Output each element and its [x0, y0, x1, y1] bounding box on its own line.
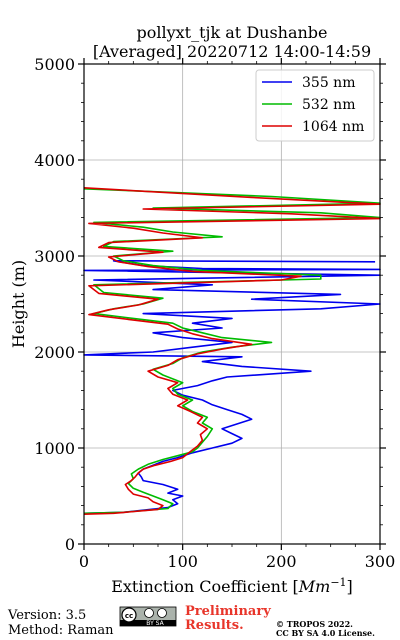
chart-subtitle: [Averaged] 20220712 14:00-14:59 — [93, 42, 371, 61]
y-tick-label-3: 3000 — [34, 247, 75, 266]
y-tick-label-5: 5000 — [34, 55, 75, 74]
axis-ticks — [78, 58, 386, 550]
legend-label-1064: 1064 nm — [302, 119, 364, 135]
series-line-355-nm — [83, 260, 381, 515]
legend-label-532: 532 nm — [302, 97, 355, 113]
preliminary-text-line2: Results. — [185, 618, 244, 633]
series-line-532-nm — [83, 188, 381, 515]
y-tick-labels: 0 1000 2000 3000 4000 5000 — [34, 55, 75, 554]
series-group — [83, 187, 381, 515]
svg-text:cc: cc — [125, 612, 133, 620]
preliminary-text-line1: Preliminary — [185, 604, 271, 619]
x-axis-label: Extinction Coefficient [Mm−1] — [111, 576, 353, 596]
y-axis-label: Height (m) — [9, 260, 28, 348]
version-text: Version: 3.5 — [7, 608, 86, 623]
chart-title: pollyxt_tjk at Dushanbe — [136, 23, 327, 42]
x-tick-label-3: 300 — [365, 552, 396, 571]
y-tick-label-1: 1000 — [34, 439, 75, 458]
x-tick-label-1: 100 — [167, 552, 198, 571]
legend-box — [255, 69, 375, 142]
license-badge-text: BY SA — [146, 620, 164, 627]
y-tick-label-0: 0 — [65, 535, 75, 554]
legend: 355 nm 532 nm 1064 nm — [255, 69, 375, 142]
y-tick-label-4: 4000 — [34, 151, 75, 170]
copyright-line2: CC BY SA 4.0 License. — [276, 628, 375, 638]
x-tick-label-2: 200 — [266, 552, 297, 571]
y-tick-label-2: 2000 — [34, 343, 75, 362]
x-tick-label-0: 0 — [79, 552, 89, 571]
creative-commons-icon: cc BY SA — [119, 606, 177, 627]
method-text: Method: Raman — [8, 623, 114, 638]
x-tick-labels: 0 100 200 300 — [79, 552, 395, 571]
copyright-line1: © TROPOS 2022. — [276, 619, 353, 629]
legend-label-355: 355 nm — [302, 75, 355, 91]
series-line-1064-nm — [83, 187, 381, 515]
